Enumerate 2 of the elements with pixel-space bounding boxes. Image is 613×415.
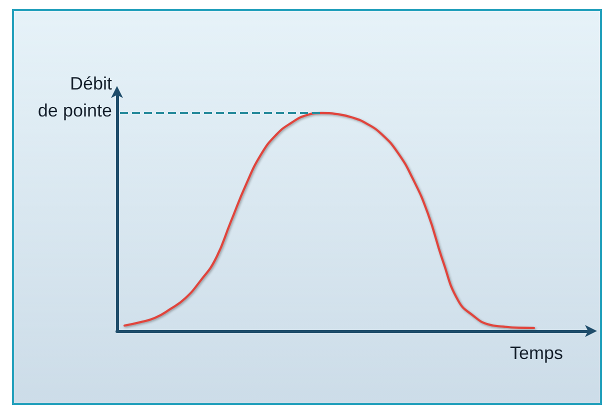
x-axis-title: Temps [510,343,563,363]
ref-line-label: Débit de pointe [38,74,112,121]
